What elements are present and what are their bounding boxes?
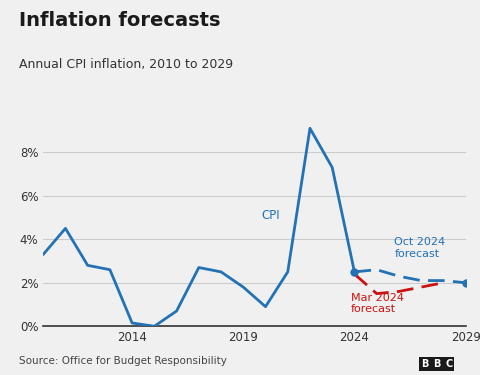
Text: Source: Office for Budget Responsibility: Source: Office for Budget Responsibility	[19, 356, 227, 366]
Text: CPI: CPI	[261, 209, 280, 222]
Text: Mar 2024
forecast: Mar 2024 forecast	[351, 292, 404, 314]
Text: C: C	[445, 359, 453, 369]
Text: Oct 2024
forecast: Oct 2024 forecast	[395, 237, 445, 259]
Text: B: B	[421, 359, 429, 369]
Text: Annual CPI inflation, 2010 to 2029: Annual CPI inflation, 2010 to 2029	[19, 58, 233, 71]
Text: B: B	[433, 359, 441, 369]
Text: Inflation forecasts: Inflation forecasts	[19, 11, 221, 30]
